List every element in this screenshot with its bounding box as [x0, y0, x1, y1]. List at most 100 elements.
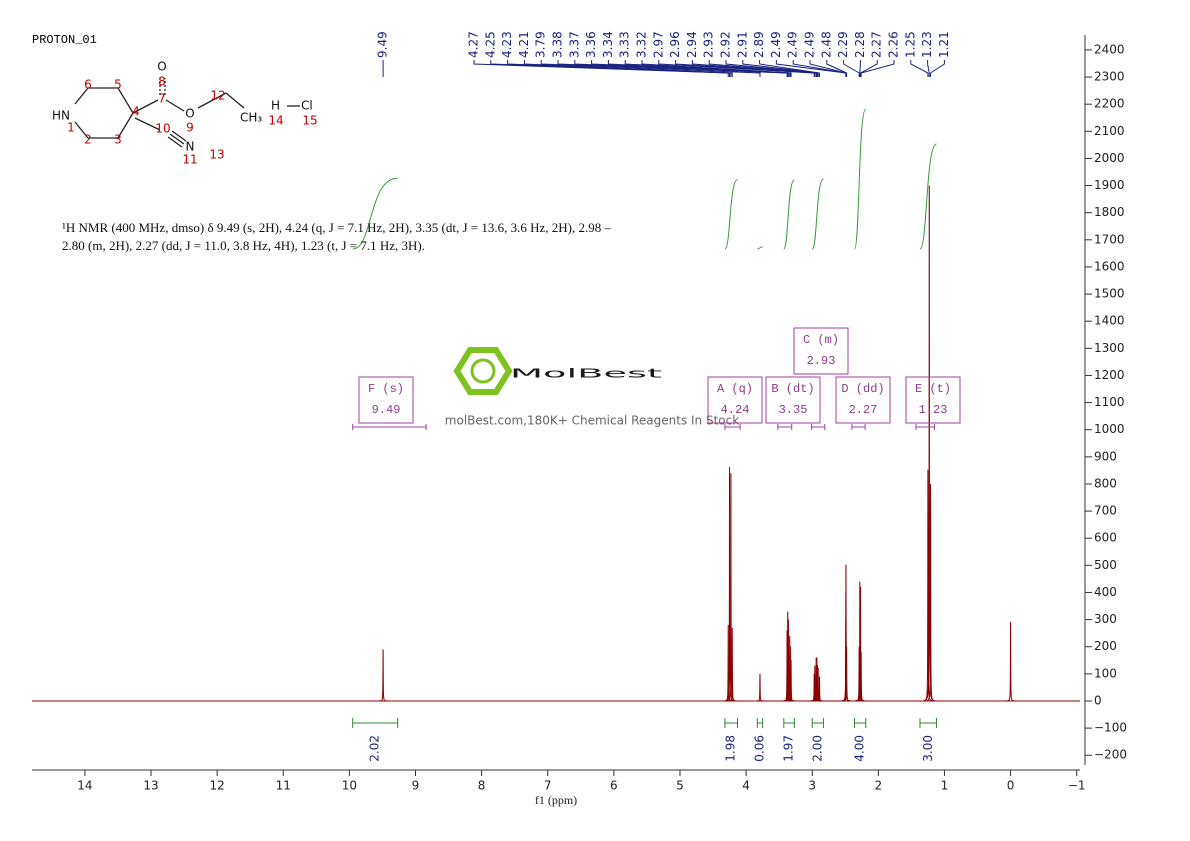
watermark: MolBest molBest.com,180K+ Chemical Reagen…	[445, 347, 739, 428]
atom-number: 15	[302, 114, 317, 128]
y-tick-label: 1300	[1094, 341, 1125, 355]
peak-label: 2.49	[786, 31, 800, 58]
integral-label: 1.97	[782, 735, 796, 762]
atom-label: H	[271, 99, 280, 113]
peak-label: 1.25	[903, 31, 917, 58]
multiplet-range	[777, 424, 793, 430]
atom-number: 13	[209, 148, 224, 162]
multiplet-shift: 9.49	[372, 403, 401, 417]
y-tick-label: 1000	[1094, 422, 1125, 436]
bond	[132, 99, 159, 114]
multiplet-box	[835, 376, 891, 424]
multiplet-range	[352, 424, 427, 430]
peak-connector	[826, 60, 848, 77]
peak	[815, 676, 824, 702]
peak-label: 2.49	[803, 31, 817, 58]
bond	[74, 87, 89, 105]
peak-label: 2.26	[887, 31, 901, 58]
integral-label: 1.98	[724, 735, 738, 762]
y-tick-label: 600	[1094, 531, 1117, 545]
peak-connector	[624, 60, 791, 77]
atom-label: Cl	[301, 99, 313, 113]
peak	[787, 659, 796, 702]
peak	[857, 651, 866, 702]
peak-label: 2.49	[769, 31, 783, 58]
peak-label: 3.33	[618, 31, 632, 58]
peak-connector	[843, 60, 860, 77]
atom-number: 9	[186, 121, 194, 135]
x-tick-label: 6	[610, 779, 618, 793]
atom-number: 7	[158, 92, 166, 106]
y-tick-label: 1200	[1094, 368, 1125, 382]
bond	[165, 99, 185, 112]
multiplet-label: E (t)	[915, 382, 951, 396]
integral-range	[919, 718, 938, 728]
integral-range	[724, 718, 738, 728]
peak-label: 4.21	[517, 31, 531, 58]
x-tick-label: 0	[1007, 779, 1015, 793]
x-tick-label: 5	[676, 779, 684, 793]
peak-label: 9.49	[376, 31, 390, 58]
y-tick-label: 900	[1094, 449, 1117, 463]
peak-connector	[910, 60, 929, 77]
peak-connector	[859, 60, 861, 77]
peak-label: 1.21	[937, 31, 951, 58]
x-tick-label: 2	[875, 779, 883, 793]
peak-connector	[809, 60, 847, 77]
y-tick-label: 2100	[1094, 124, 1125, 138]
x-tick-label: 11	[276, 779, 291, 793]
peak-label: 2.89	[752, 31, 766, 58]
x-tick-label: 8	[478, 779, 486, 793]
peak-label: 3.34	[601, 31, 615, 58]
peak-connector	[691, 60, 817, 77]
integral-label: 4.00	[853, 735, 867, 762]
peak-label: 3.32	[635, 31, 649, 58]
multiplet-label: F (s)	[368, 382, 404, 396]
y-tick-label: 2000	[1094, 151, 1125, 165]
y-tick-label: 1500	[1094, 287, 1125, 301]
peak-connector	[523, 60, 733, 77]
integral-label: 2.00	[810, 735, 824, 762]
peak	[728, 627, 737, 702]
logo-ring	[470, 358, 496, 384]
x-tick-label: 12	[209, 779, 224, 793]
peak-label: 2.92	[719, 31, 733, 58]
multiplet-range	[811, 424, 826, 430]
bond	[117, 112, 134, 139]
peak-connector	[759, 60, 820, 77]
atom-number: 2	[84, 133, 92, 147]
multiplet-shift: 3.35	[779, 403, 808, 417]
multiplet-box	[358, 376, 414, 424]
y-tick-label: −100	[1094, 721, 1127, 735]
peak-label: 2.93	[702, 31, 716, 58]
atom-number: 11	[182, 153, 197, 167]
peak-label: 4.23	[500, 31, 514, 58]
multiplet-box	[765, 376, 821, 424]
peak-label: 1.23	[920, 31, 934, 58]
peak-label: 3.37	[567, 31, 581, 58]
integral-curve	[919, 143, 937, 250]
peak-connector	[725, 60, 819, 77]
peak	[379, 649, 388, 702]
peak-label: 2.96	[668, 31, 682, 58]
y-tick-label: 1400	[1094, 314, 1125, 328]
y-tick-label: 800	[1094, 476, 1117, 490]
atom-number: 14	[268, 114, 283, 128]
peak-label: 2.29	[836, 31, 850, 58]
x-tick-label: 3	[808, 779, 816, 793]
integral-range	[854, 718, 867, 728]
atom-number: 5	[114, 78, 122, 92]
peak-connector	[675, 60, 816, 77]
peak	[842, 646, 851, 702]
integral-range	[756, 718, 764, 728]
peak-connector	[860, 60, 895, 77]
peak-connector	[658, 60, 815, 77]
peak	[1006, 621, 1015, 702]
y-tick-label: 400	[1094, 585, 1117, 599]
chart-title: PROTON_01	[32, 33, 97, 47]
peak-label: 3.36	[584, 31, 598, 58]
bond	[225, 92, 245, 109]
peak	[726, 473, 735, 702]
